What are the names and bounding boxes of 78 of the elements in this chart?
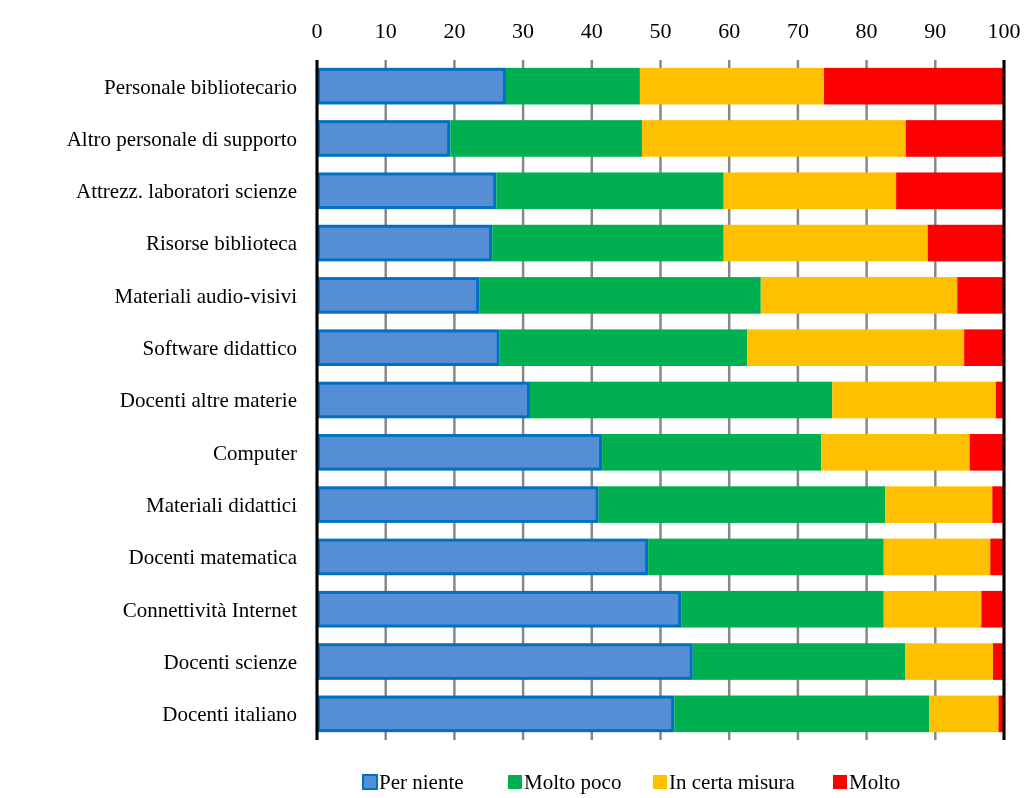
bar [981,590,1004,628]
bar [760,277,958,314]
bar [747,329,965,366]
y-tick-label: Docenti matematica [128,545,298,570]
x-tick-label: 80 [855,18,878,43]
bar [681,590,884,628]
bar [317,643,693,680]
bar [505,67,640,105]
y-tick-label: Personale bibliotecario [103,74,297,99]
bar [883,538,991,576]
bar [317,486,599,523]
bar [492,224,724,262]
bar [317,172,497,210]
bar [317,277,480,314]
bar [723,172,897,210]
bar [641,120,906,157]
bar [993,643,1004,680]
x-tick-label: 70 [786,18,809,43]
y-tick-label: Docenti altre materie [119,388,297,413]
y-tick-label: Software didattico [142,336,297,361]
legend-label: In certa misura [669,770,796,794]
bar [639,67,825,105]
x-tick-label: 10 [374,18,397,43]
y-tick-label: Docenti italiano [162,702,297,727]
y-tick-label: Docenti scienze [163,649,297,674]
bar [648,538,884,576]
x-tick-label: 60 [718,18,741,43]
x-tick-label: 90 [924,18,947,43]
bar [317,329,500,366]
y-tick-label: Risorse biblioteca [145,231,298,256]
y-tick-label: Materiali didattici [145,492,298,517]
bar [317,590,682,628]
bar [317,434,603,471]
bar [317,695,675,733]
bar [317,381,530,419]
bar [927,224,1004,262]
bar [317,67,506,105]
bar [723,224,928,262]
x-tick-label: 40 [580,18,603,43]
bar [964,329,1004,366]
bar [824,67,1004,105]
bar [674,695,930,733]
bar [317,538,649,576]
bar [896,172,1004,210]
legend-label: Molto poco [524,770,622,794]
bar [957,277,1004,314]
legend-label: Per niente [379,770,464,794]
bar [883,590,982,628]
bar [479,277,761,314]
bar [885,486,993,523]
bar [529,381,833,419]
y-tick-label: Altro personale di supporto [66,126,297,151]
bar [602,434,822,471]
bar [929,695,999,733]
x-tick-label: 0 [311,18,323,43]
bar [832,381,996,419]
y-tick-label: Computer [213,440,297,465]
bar [969,434,1004,471]
legend-label: Molto [849,770,901,794]
bar [450,120,642,157]
y-tick-label: Connettività Internet [122,597,298,622]
bar [990,538,1004,576]
x-tick-label: 20 [443,18,466,43]
y-tick-label: Materiali audio-visivi [114,283,298,308]
bar [905,643,994,680]
bar [499,329,748,366]
bar [992,486,1004,523]
bar [821,434,970,471]
bar [598,486,886,523]
bar [317,224,493,262]
bar [496,172,724,210]
x-tick-label: 50 [649,18,672,43]
x-tick-label: 30 [512,18,535,43]
bar [692,643,906,680]
x-tick-label: 100 [987,18,1021,43]
bar [905,120,1004,157]
y-tick-label: Attrezz. laboratori scienze [76,179,297,204]
bar [317,120,451,157]
